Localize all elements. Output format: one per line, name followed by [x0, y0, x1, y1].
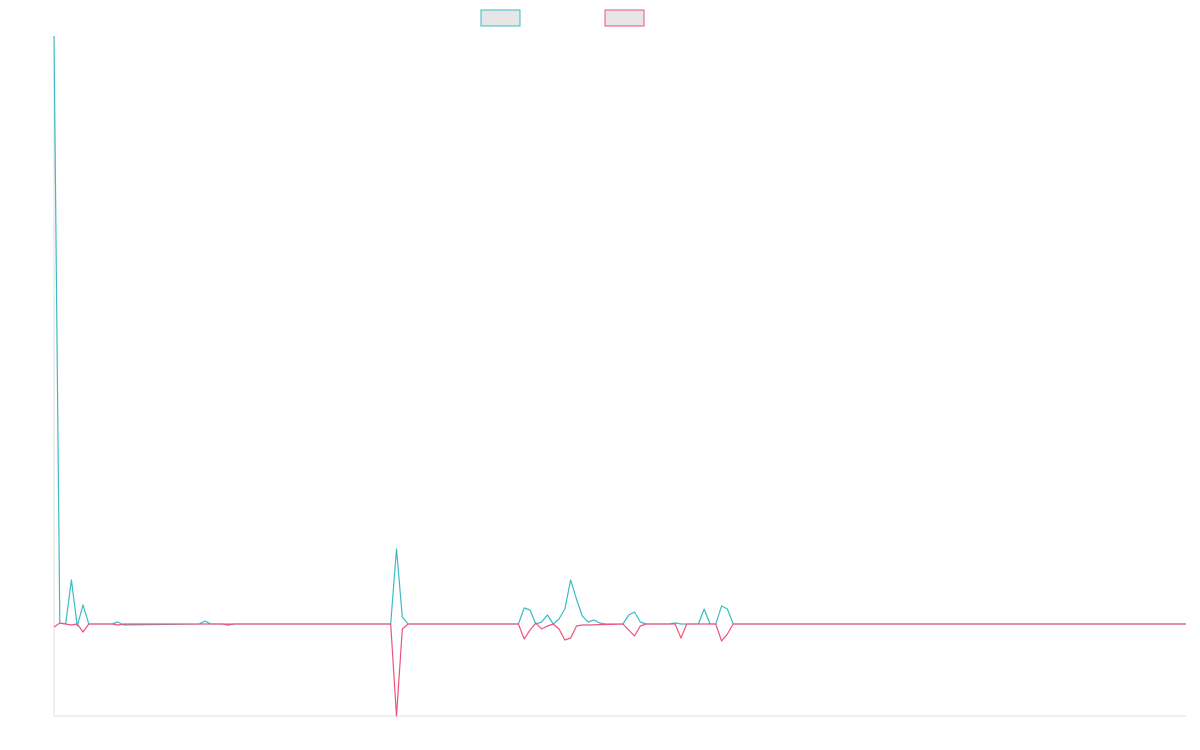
legend-swatch[interactable]	[604, 9, 645, 27]
series-line	[53, 622, 1186, 717]
series-line	[53, 35, 1186, 627]
legend-swatch[interactable]	[480, 9, 521, 27]
